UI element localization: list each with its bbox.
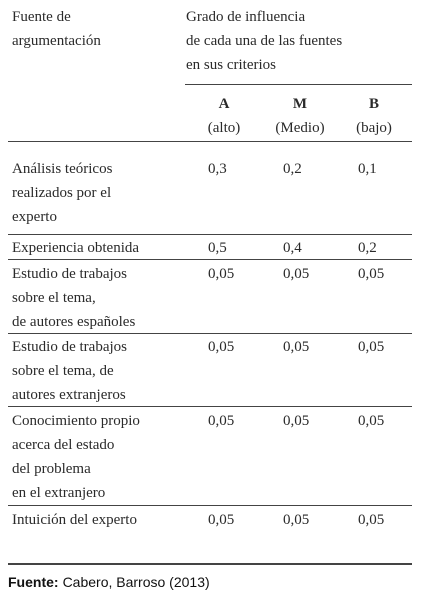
row-value: 0,05 xyxy=(358,266,385,282)
row-source-line: acerca del estado xyxy=(12,437,115,453)
level-letter: M xyxy=(292,96,308,112)
row-value: 0,05 xyxy=(208,413,235,429)
footer-label: Fuente: xyxy=(8,574,59,590)
row-value: 0,4 xyxy=(283,240,302,256)
footer: Fuente: Cabero, Barroso (2013) xyxy=(8,574,210,590)
row-value: 0,05 xyxy=(358,512,385,528)
row-source-line: sobre el tema, de xyxy=(12,363,114,379)
row-value: 0,2 xyxy=(283,161,302,177)
row-source-line: Conocimiento propio xyxy=(12,413,140,429)
row-value: 0,05 xyxy=(283,266,310,282)
rule xyxy=(8,406,412,407)
row-source-line: realizados por el xyxy=(12,185,112,201)
level-letter: B xyxy=(368,96,379,112)
level-letter: A xyxy=(218,96,230,112)
row-source-line: en el extranjero xyxy=(12,485,106,501)
header-influence-line: en sus criterios xyxy=(186,57,276,73)
footer-text: Cabero, Barroso (2013) xyxy=(62,574,210,590)
rule xyxy=(8,259,412,260)
rule xyxy=(8,563,412,565)
level-label: (bajo) xyxy=(356,120,392,136)
row-source-line: de autores españoles xyxy=(12,314,136,330)
header-source-line: Fuente de xyxy=(12,9,71,25)
row-source-line: Estudio de trabajos xyxy=(12,266,127,282)
row-source-line: autores extranjeros xyxy=(12,387,126,403)
row-value: 0,1 xyxy=(358,161,377,177)
row-source-line: Análisis teóricos xyxy=(12,161,113,177)
level-label: (alto) xyxy=(207,120,241,136)
row-value: 0,05 xyxy=(358,339,385,355)
row-source-line: Experiencia obtenida xyxy=(12,240,140,256)
header-source-line: argumentación xyxy=(12,33,101,49)
row-source-line: Estudio de trabajos xyxy=(12,339,127,355)
row-value: 0,05 xyxy=(358,413,385,429)
rule xyxy=(8,234,412,235)
row-value: 0,5 xyxy=(208,240,227,256)
row-value: 0,05 xyxy=(208,512,235,528)
header-influence-line: de cada una de las fuentes xyxy=(186,33,343,49)
row-value: 0,05 xyxy=(208,339,235,355)
row-value: 0,05 xyxy=(283,339,310,355)
row-source-line: experto xyxy=(12,209,57,225)
row-value: 0,2 xyxy=(358,240,377,256)
row-value: 0,05 xyxy=(283,413,310,429)
rule xyxy=(8,333,412,334)
level-label: (Medio) xyxy=(275,120,325,136)
row-value: 0,3 xyxy=(208,161,227,177)
row-source-line: del problema xyxy=(12,461,91,477)
row-source-line: sobre el tema, xyxy=(12,290,96,306)
header-influence-line: Grado de influencia xyxy=(186,9,306,25)
row-value: 0,05 xyxy=(283,512,310,528)
rule xyxy=(8,141,412,142)
row-source-line: Intuición del experto xyxy=(12,512,137,528)
rule xyxy=(8,505,412,506)
row-value: 0,05 xyxy=(208,266,235,282)
rule xyxy=(185,84,412,85)
